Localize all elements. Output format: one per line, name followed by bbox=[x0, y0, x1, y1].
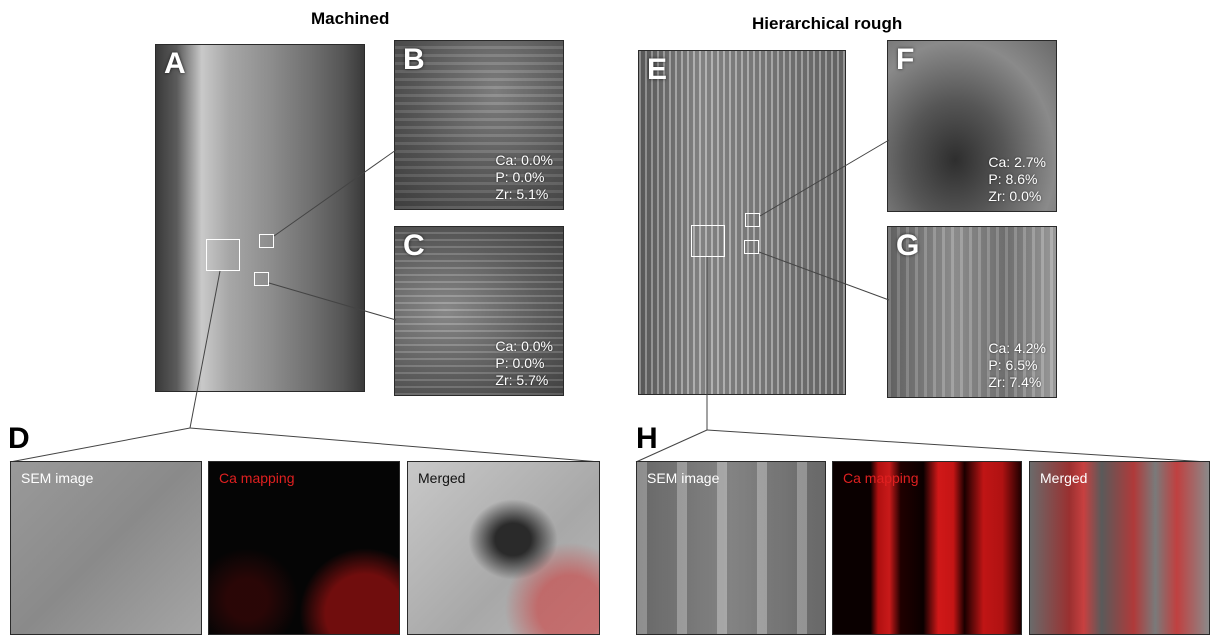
zr-value: Zr: 5.1% bbox=[495, 186, 549, 202]
panel-letter-h: H bbox=[636, 422, 658, 455]
ca-value: Ca: 2.7% bbox=[988, 154, 1046, 170]
tile-d-sem-image: SEM image bbox=[10, 461, 202, 635]
panel-g-zoom: G Ca: 4.2% P: 6.5% Zr: 7.4% bbox=[887, 226, 1057, 398]
element-composition-g: Ca: 4.2% P: 6.5% Zr: 7.4% bbox=[988, 340, 1046, 391]
panel-letter-g: G bbox=[896, 229, 920, 262]
roi-box-large-a bbox=[206, 239, 240, 271]
panel-letter-a: A bbox=[164, 47, 186, 80]
tile-label-sem: SEM image bbox=[647, 470, 720, 486]
ca-value: Ca: 0.0% bbox=[495, 338, 553, 354]
tile-h-ca-mapping: Ca mapping bbox=[832, 461, 1022, 635]
zr-value: Zr: 0.0% bbox=[988, 188, 1042, 204]
zr-value: Zr: 7.4% bbox=[988, 374, 1042, 390]
roi-box-b bbox=[259, 234, 274, 248]
title-machined: Machined bbox=[311, 9, 390, 28]
title-hierarchical-rough: Hierarchical rough bbox=[752, 14, 903, 33]
p-value: P: 0.0% bbox=[495, 355, 545, 371]
connector-h-right bbox=[706, 429, 1209, 463]
panel-f-zoom: F Ca: 2.7% P: 8.6% Zr: 0.0% bbox=[887, 40, 1057, 212]
panel-letter-f: F bbox=[896, 43, 915, 76]
p-value: P: 6.5% bbox=[988, 357, 1038, 373]
ca-value: Ca: 4.2% bbox=[988, 340, 1046, 356]
panel-letter-b: B bbox=[403, 43, 425, 76]
p-value: P: 0.0% bbox=[495, 169, 545, 185]
roi-box-f bbox=[745, 213, 760, 227]
zr-value: Zr: 5.7% bbox=[495, 372, 549, 388]
panel-a-sem-overview: A bbox=[155, 44, 365, 392]
tile-d-ca-mapping: Ca mapping bbox=[208, 461, 400, 635]
roi-box-g bbox=[744, 240, 759, 254]
tile-label-ca: Ca mapping bbox=[219, 470, 295, 486]
panel-e-sem-overview: E bbox=[638, 50, 846, 395]
tile-h-sem-image: SEM image bbox=[636, 461, 826, 635]
ca-value: Ca: 0.0% bbox=[495, 152, 553, 168]
panel-c-zoom: C Ca: 0.0% P: 0.0% Zr: 5.7% bbox=[394, 226, 564, 396]
roi-box-large-e bbox=[691, 225, 725, 257]
tile-label-merged: Merged bbox=[1040, 470, 1088, 486]
tile-label-merged: Merged bbox=[418, 470, 466, 486]
panel-letter-e: E bbox=[647, 53, 668, 86]
element-composition-f: Ca: 2.7% P: 8.6% Zr: 0.0% bbox=[988, 154, 1046, 205]
p-value: P: 8.6% bbox=[988, 171, 1038, 187]
element-composition-c: Ca: 0.0% P: 0.0% Zr: 5.7% bbox=[495, 338, 553, 389]
element-composition-b: Ca: 0.0% P: 0.0% Zr: 5.1% bbox=[495, 152, 553, 203]
tile-h-merged: Merged bbox=[1029, 461, 1210, 635]
tile-label-sem: SEM image bbox=[21, 470, 94, 486]
panel-b-zoom: B Ca: 0.0% P: 0.0% Zr: 5.1% bbox=[394, 40, 564, 210]
panel-letter-d: D bbox=[8, 422, 30, 455]
panel-letter-c: C bbox=[403, 229, 425, 262]
connector-d-left bbox=[9, 427, 191, 463]
roi-box-c bbox=[254, 272, 269, 286]
tile-d-merged: Merged bbox=[407, 461, 600, 635]
tile-label-ca: Ca mapping bbox=[843, 470, 919, 486]
connector-d-right bbox=[189, 427, 601, 463]
